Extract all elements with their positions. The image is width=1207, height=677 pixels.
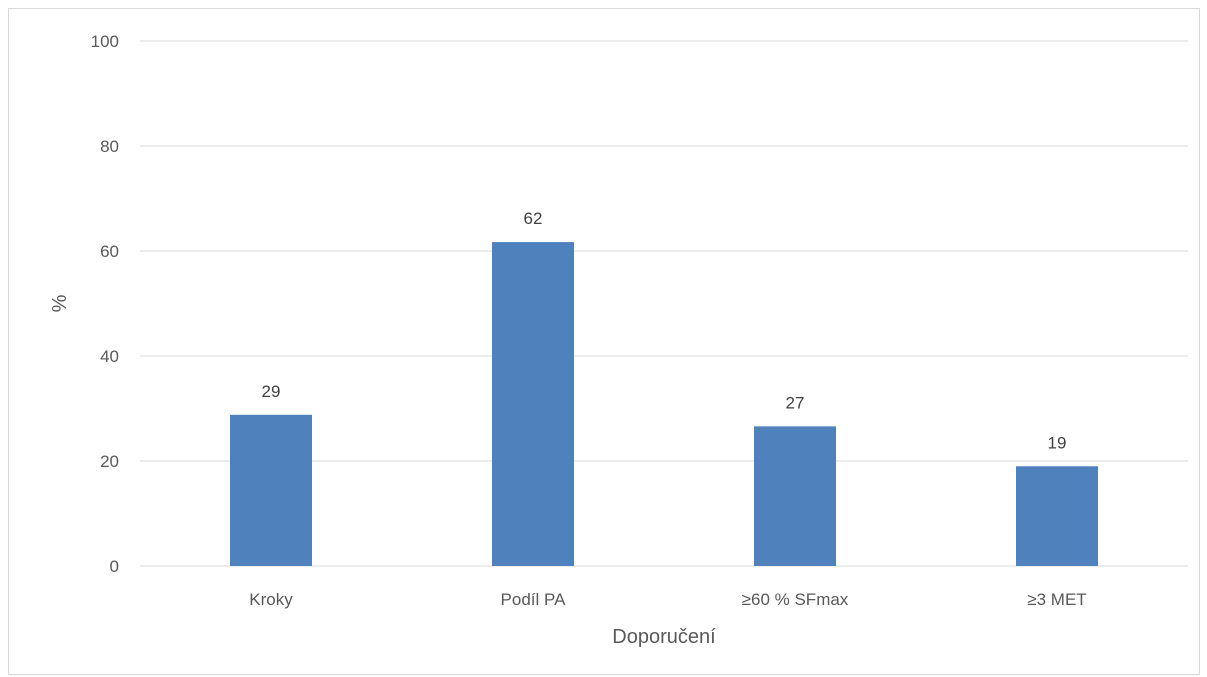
y-tick-label: 40 — [100, 347, 119, 366]
gridlines — [140, 40, 1188, 567]
data-labels: 29 62 27 19 — [262, 209, 1067, 452]
y-tick-label: 100 — [91, 32, 119, 51]
y-axis-ticks: 0 20 40 60 80 100 — [91, 32, 119, 576]
x-tick-label: Kroky — [249, 590, 293, 609]
x-tick-label: Podíl PA — [501, 590, 567, 609]
bars — [230, 242, 1098, 566]
bar — [492, 242, 574, 566]
y-tick-label: 80 — [100, 137, 119, 156]
bar — [230, 414, 312, 566]
data-label: 62 — [524, 209, 543, 228]
x-axis-title: Doporučení — [612, 626, 716, 648]
x-tick-label: ≥3 MET — [1027, 590, 1086, 609]
bar — [1016, 466, 1098, 566]
x-axis-categories: Kroky Podíl PA ≥60 % SFmax ≥3 MET — [249, 590, 1086, 609]
x-tick-label: ≥60 % SFmax — [742, 590, 849, 609]
y-tick-label: 0 — [110, 557, 119, 576]
data-label: 27 — [786, 393, 805, 412]
chart-frame — [8, 8, 1200, 675]
bar — [754, 426, 836, 566]
data-label: 19 — [1048, 433, 1067, 452]
data-label: 29 — [262, 382, 281, 401]
y-tick-label: 20 — [100, 452, 119, 471]
y-tick-label: 60 — [100, 242, 119, 261]
y-axis-title: % — [49, 294, 71, 312]
